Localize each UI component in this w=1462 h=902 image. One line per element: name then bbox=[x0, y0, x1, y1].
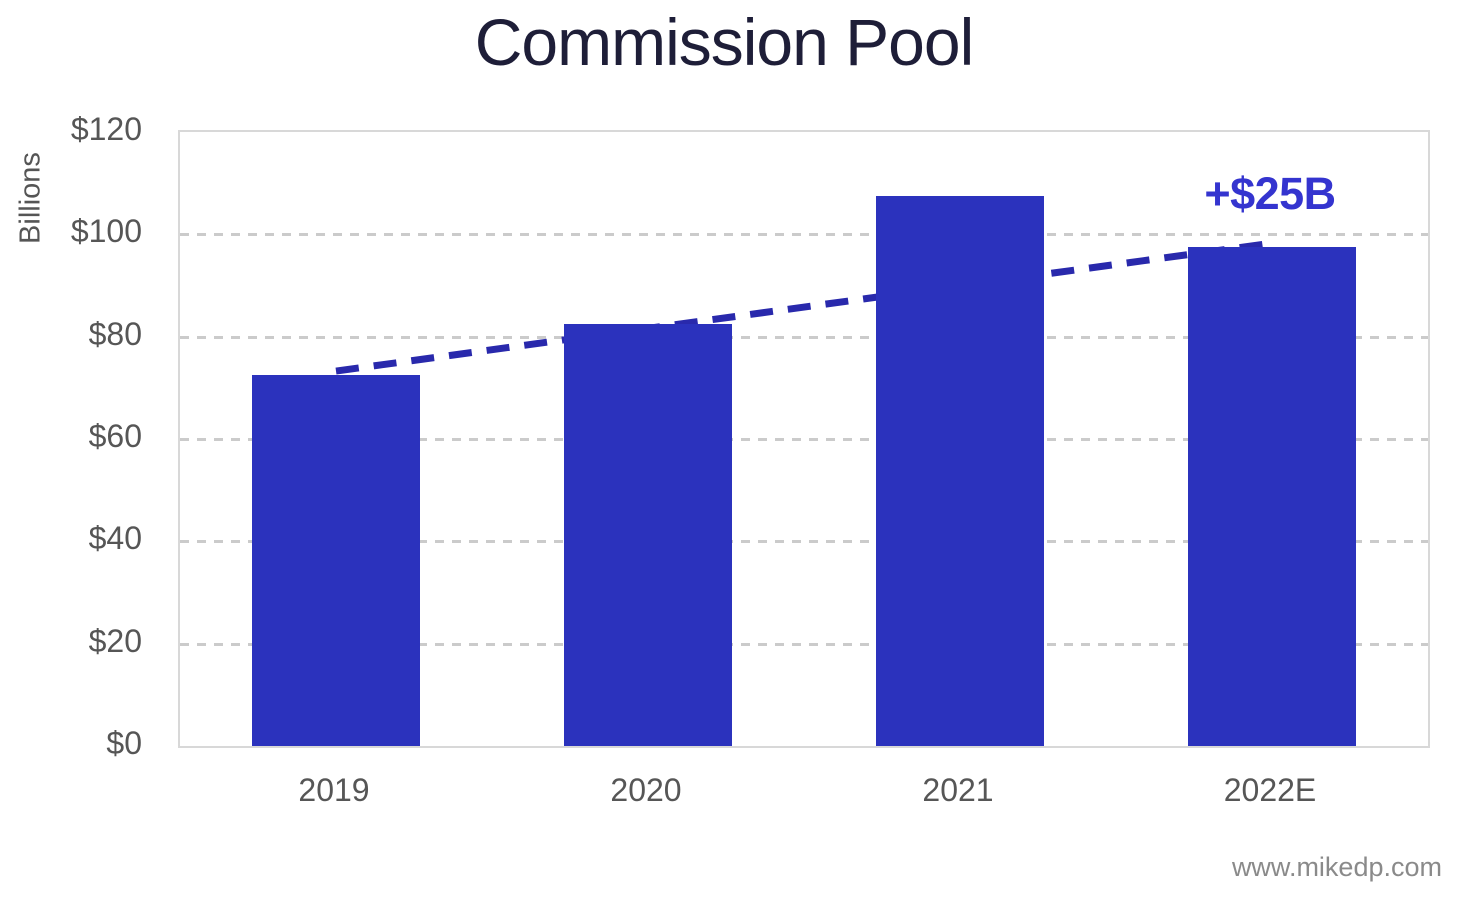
y-tick-label-80: $80 bbox=[88, 315, 142, 352]
y-tick-label-60: $60 bbox=[88, 418, 142, 454]
chart-title: Commission Pool bbox=[474, 5, 975, 79]
y-tick-label-100: $100 bbox=[70, 213, 142, 250]
bar-2020 bbox=[564, 323, 732, 746]
y-tick-label-0: $0 bbox=[106, 725, 142, 761]
gridline-60 bbox=[180, 438, 1428, 441]
gridline-100 bbox=[180, 233, 1428, 237]
trend-line bbox=[335, 239, 1273, 375]
bar-2019 bbox=[252, 375, 420, 746]
trend-dashed-line bbox=[335, 239, 1273, 375]
x-axis-label-2020: 2020 bbox=[610, 772, 682, 808]
y-tick-label-120: $120 bbox=[70, 111, 142, 147]
y-tick-label-40: $40 bbox=[88, 520, 142, 557]
gridline-80 bbox=[180, 335, 1428, 339]
bar-2022E bbox=[1188, 247, 1356, 746]
gridline-20 bbox=[180, 642, 1428, 646]
plot-area bbox=[178, 130, 1430, 748]
growth-annotation: +$25B bbox=[1204, 168, 1336, 219]
y-tick-label-20: $20 bbox=[88, 622, 142, 659]
watermark: www.mikedp.com bbox=[1231, 852, 1442, 882]
x-axis-label-2022E: 2022E bbox=[1223, 772, 1317, 808]
x-axis-label-2019: 2019 bbox=[298, 772, 370, 808]
bar-2021 bbox=[876, 195, 1044, 746]
gridline-40 bbox=[180, 540, 1428, 544]
x-axis-label-2021: 2021 bbox=[922, 772, 994, 808]
